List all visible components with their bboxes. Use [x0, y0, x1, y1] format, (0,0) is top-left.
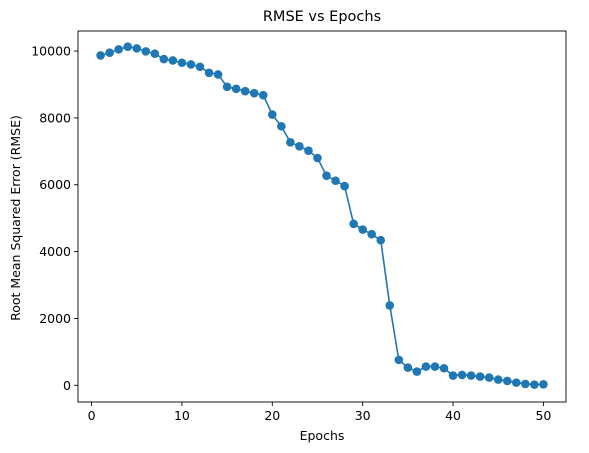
data-point: [231, 84, 241, 94]
data-point: [168, 56, 178, 65]
rmse-data-points: [96, 42, 548, 389]
y-tick-label: 2000: [39, 311, 71, 326]
y-tick-label: 6000: [39, 177, 71, 192]
data-point: [448, 371, 458, 380]
data-point: [240, 86, 250, 96]
data-point: [421, 362, 431, 371]
y-tick-label: 8000: [39, 110, 71, 125]
data-point: [322, 171, 331, 181]
x-tick-label: 10: [174, 408, 190, 423]
y-axis-ticks: 0 2000 4000 6000 8000 10000: [31, 44, 78, 393]
data-point: [277, 121, 286, 131]
data-point: [502, 376, 512, 386]
data-point: [412, 367, 422, 376]
data-point: [267, 110, 277, 119]
data-point: [493, 375, 503, 384]
data-point: [466, 371, 476, 380]
data-point: [376, 235, 386, 245]
data-point: [484, 373, 494, 382]
data-point: [105, 48, 114, 58]
chart-title: RMSE vs Epochs: [263, 9, 381, 25]
data-point: [114, 45, 123, 54]
x-tick-label: 50: [535, 408, 551, 423]
y-tick-label: 0: [63, 378, 71, 393]
rmse-series-line: [100, 45, 544, 386]
data-point: [511, 378, 521, 387]
data-point: [177, 58, 187, 68]
data-point: [394, 355, 404, 365]
x-axis-label: Epochs: [300, 428, 345, 443]
data-point: [195, 62, 205, 72]
x-tick-label: 30: [355, 408, 371, 423]
data-point: [358, 225, 367, 234]
data-point: [403, 363, 413, 372]
data-point: [457, 370, 467, 380]
data-point: [222, 82, 232, 92]
data-point: [204, 68, 214, 78]
data-point: [385, 301, 395, 310]
y-axis-label: Root Mean Squared Error (RMSE): [8, 115, 23, 321]
data-point: [286, 138, 295, 147]
data-point: [367, 229, 377, 239]
data-point: [159, 54, 169, 64]
data-point: [150, 49, 160, 59]
plot-area-frame: [77, 30, 567, 403]
data-point: [295, 142, 304, 151]
data-point: [213, 70, 223, 79]
data-point: [313, 153, 322, 163]
data-point: [186, 60, 196, 69]
data-point: [96, 51, 105, 60]
data-point: [539, 379, 548, 389]
y-tick-label: 10000: [31, 44, 71, 59]
data-point: [132, 44, 142, 53]
y-tick-label: 4000: [39, 244, 71, 259]
data-point: [331, 176, 340, 186]
data-point: [530, 380, 539, 389]
data-point: [439, 363, 449, 373]
data-point: [521, 379, 530, 389]
x-tick-label: 0: [88, 408, 96, 423]
data-point: [430, 362, 440, 371]
data-point: [349, 219, 358, 229]
data-point: [141, 47, 151, 56]
x-tick-label: 40: [445, 408, 461, 423]
data-point: [249, 88, 259, 98]
data-point: [304, 146, 313, 155]
data-point: [340, 181, 349, 191]
x-axis-ticks: 0 10 20 30 40 50: [88, 402, 551, 423]
x-tick-label: 20: [264, 408, 280, 423]
data-point: [258, 90, 268, 100]
data-point: [475, 372, 485, 381]
data-point: [123, 42, 133, 52]
